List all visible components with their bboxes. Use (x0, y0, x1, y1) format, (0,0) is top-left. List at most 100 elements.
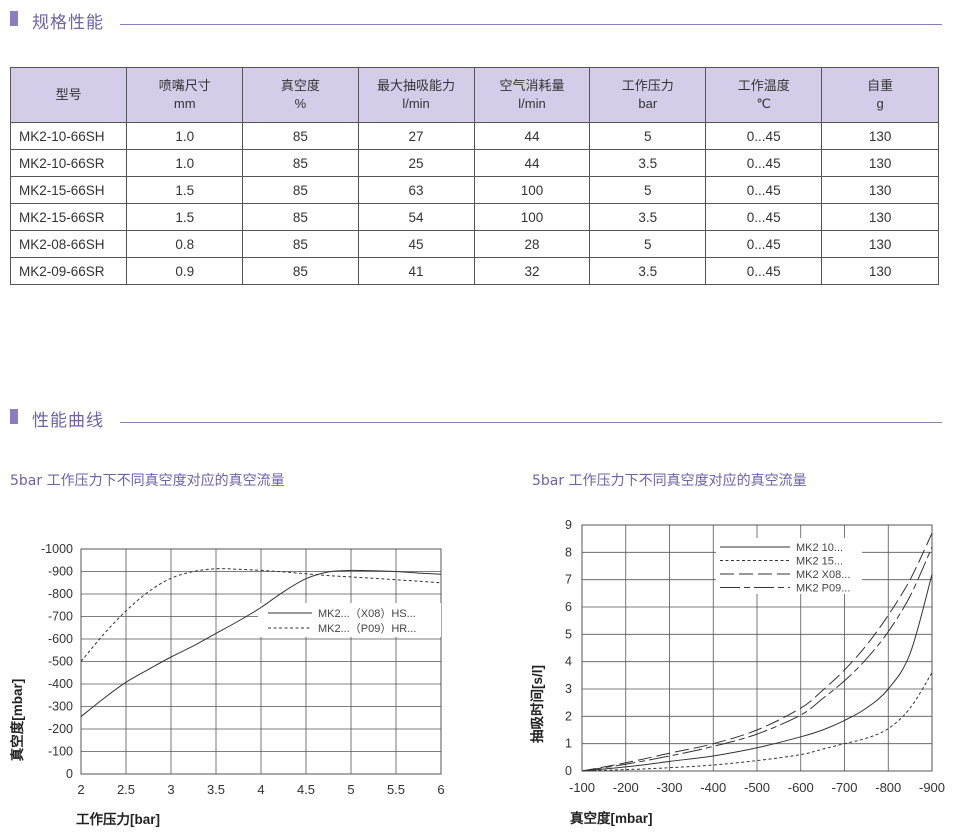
table-cell: 27 (357, 122, 475, 150)
table-cell: 85 (242, 122, 359, 150)
column-header-name: 空气消耗量 (499, 78, 565, 93)
legend-label: MK2...（P09）HR... (318, 622, 416, 635)
y-tick-label: 5 (565, 627, 572, 641)
table-cell: 0...45 (705, 176, 823, 204)
x-tick-label: -900 (919, 780, 945, 795)
table-header-row: 型号 喷嘴尺寸 mm 真空度% 最大抽吸能力 l/min 空气消耗量 l/min 工作压力 bar… (9, 67, 939, 123)
table-cell: 130 (821, 203, 939, 231)
x-tick-label: -100 (569, 780, 595, 795)
y-tick-label: -1000 (41, 542, 73, 556)
column-header-name: 工作压力 (621, 78, 674, 93)
section-divider (120, 24, 942, 25)
column-header: 真空度% (242, 67, 359, 123)
x-tick-label: 4 (257, 782, 264, 797)
table-cell: 44 (473, 149, 591, 177)
legend-label: MK2 X08... (796, 569, 850, 581)
column-header: 型号 (9, 67, 128, 123)
table-cell: 45 (357, 230, 475, 258)
y-tick-label: 1 (565, 737, 572, 751)
table-cell: 85 (242, 230, 359, 258)
table-cell: 0...45 (705, 149, 823, 177)
y-tick-label: -500 (48, 655, 73, 669)
legend-label: MK2 10... (796, 542, 843, 554)
table-cell: 0.8 (126, 230, 244, 258)
table-cell: 3.5 (589, 203, 707, 231)
column-header-name: 喷嘴尺寸 (158, 78, 211, 93)
table-cell: 25 (357, 149, 475, 177)
table-cell: 0.9 (126, 257, 244, 285)
y-tick-label: -200 (48, 722, 73, 736)
table-cell: 130 (821, 230, 939, 258)
x-tick-label: -600 (788, 780, 814, 795)
chart-2-suction-time-vs-vacuum: -100 -200 -300 -400 -500 -600 -700 -800 -900 0 1 2 3… (529, 518, 945, 826)
model-cell: MK2-15-66SH (9, 176, 128, 204)
series-line (581, 672, 933, 772)
table-cell: 63 (357, 176, 475, 204)
y-tick-label: 9 (565, 518, 572, 532)
table-cell: 130 (821, 176, 939, 204)
chart-1-vacuum-vs-pressure: 2 2.5 3 3.5 4 4.5 5 5.5 6 0 -100 -200 -300 -400 -500 -6… (9, 542, 445, 827)
x-tick-label: -400 (700, 780, 726, 795)
table-cell: 0...45 (705, 257, 823, 285)
table-cell: 5 (589, 122, 707, 150)
curve-section-header: 性能曲线 (10, 406, 942, 431)
y-axis-label: 真空度[mbar] (9, 679, 25, 762)
spec-section-header: 规格性能 (10, 8, 942, 33)
table-cell: 41 (357, 257, 475, 285)
table-cell: 28 (473, 230, 591, 258)
column-header-unit: % (294, 96, 307, 111)
y-tick-label: 0 (66, 767, 73, 781)
table-row: MK2-09-66SR 0.9 85 41 32 3.5 0...45 130 (9, 257, 939, 285)
x-tick-label: -800 (875, 780, 901, 795)
x-tick-label: -200 (613, 780, 639, 795)
column-header: 工作温度 ℃ (705, 67, 823, 123)
series-line (581, 546, 933, 772)
legend-label: MK2...（X08）HS... (318, 607, 416, 620)
model-cell: MK2-10-66SH (9, 122, 128, 150)
table-cell: 130 (821, 122, 939, 150)
y-tick-label: 0 (565, 764, 572, 778)
y-tick-label: 7 (565, 573, 572, 587)
table-cell: 0...45 (705, 230, 823, 258)
column-header-name: 真空度 (280, 78, 320, 93)
y-tick-label: -700 (48, 610, 73, 624)
column-header-name: 最大抽吸能力 (377, 78, 456, 93)
y-tick-label: -900 (48, 565, 73, 579)
x-tick-label: 5 (347, 782, 354, 797)
table-cell: 100 (473, 176, 591, 204)
column-header: 最大抽吸能力 l/min (357, 67, 475, 123)
x-tick-label: 3.5 (207, 782, 225, 797)
chart-1-title: 5bar 工作压力下不同真空度对应的真空流量 (10, 473, 285, 489)
y-tick-label: -600 (48, 632, 73, 646)
table-cell: 85 (242, 149, 359, 177)
table-cell: 54 (357, 203, 475, 231)
table-cell: 32 (473, 257, 591, 285)
table-cell: 85 (242, 176, 359, 204)
table-cell: 1.5 (126, 203, 244, 231)
table-cell: 130 (821, 257, 939, 285)
table-cell: 5 (589, 230, 707, 258)
table-cell: 1.0 (126, 122, 244, 150)
column-header-unit: mm (173, 96, 196, 111)
y-tick-label: -100 (48, 745, 73, 759)
table-row: MK2-10-66SH 1.0 85 27 44 5 0...45 130 (9, 122, 939, 150)
column-header-unit: ℃ (756, 96, 771, 111)
y-tick-label: 8 (565, 545, 572, 559)
table-cell: 100 (473, 203, 591, 231)
column-header-unit: l/min (518, 96, 546, 111)
table-row: MK2-15-66SH 1.5 85 63 100 5 0...45 130 (9, 176, 939, 204)
y-tick-label: -800 (48, 587, 73, 601)
column-header-name: 型号 (55, 87, 82, 102)
table-cell: 85 (242, 203, 359, 231)
table-cell: 3.5 (589, 149, 707, 177)
series-line (80, 569, 442, 717)
y-axis-label: 抽吸时间[s/l] (529, 665, 545, 743)
table-cell: 130 (821, 149, 939, 177)
x-tick-label: -500 (744, 780, 770, 795)
y-tick-label: -400 (48, 677, 73, 691)
table-cell: 44 (473, 122, 591, 150)
column-header-unit: bar (638, 96, 658, 111)
column-header-name: 工作温度 (737, 78, 790, 93)
spec-table: 型号 喷嘴尺寸 mm 真空度% 最大抽吸能力 l/min 空气消耗量 l/min 工作压力 bar… (9, 67, 939, 285)
table-cell: 3.5 (589, 257, 707, 285)
